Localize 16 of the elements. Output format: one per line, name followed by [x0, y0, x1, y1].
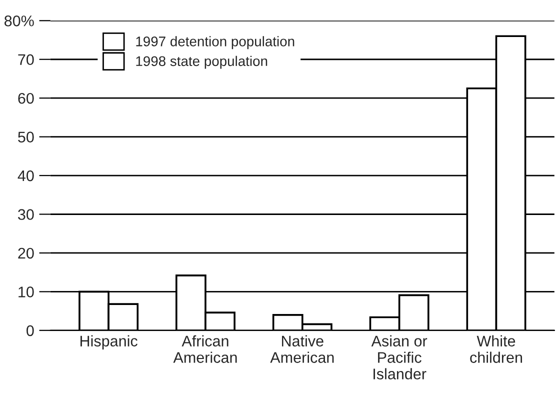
legend-label: 1998 state population [136, 56, 268, 69]
y-tick-label: 10 [18, 286, 34, 298]
legend-label: 1997 detention population [136, 36, 294, 50]
x-tick-label: White children [470, 335, 522, 363]
y-tick-label: 0 [26, 325, 34, 336]
y-tick-label: 70 [18, 54, 34, 66]
y-tick-label: 30 [18, 209, 34, 220]
y-tick-label: 50 [18, 132, 34, 142]
y-tick-label: 80% [4, 16, 34, 26]
x-tick-label: Asian or Pacific Islander [371, 335, 428, 380]
y-tick-label: 40 [18, 170, 34, 182]
x-tick-label: Native American [270, 335, 334, 363]
y-tick-label: 20 [18, 248, 34, 259]
x-tick-label: Hispanic [80, 335, 138, 350]
y-tick-label: 60 [18, 92, 34, 104]
x-tick-label: African American [173, 335, 237, 363]
